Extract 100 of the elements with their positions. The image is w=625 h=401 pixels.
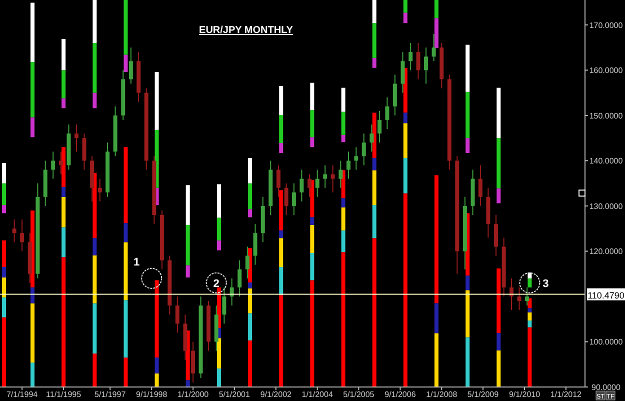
x-tick-label: 9/1/1998 <box>136 390 168 399</box>
bar <box>434 303 438 334</box>
bar <box>154 358 159 374</box>
bar <box>2 240 6 268</box>
candlestick <box>20 219 24 252</box>
bar <box>279 114 284 144</box>
bar <box>310 224 314 254</box>
candlestick <box>238 260 242 297</box>
y-tick-label: 140.0000 <box>589 156 624 166</box>
bar <box>92 354 97 387</box>
bar <box>279 295 284 387</box>
y-tick-label: 100.0000 <box>589 338 624 347</box>
bar <box>62 38 66 70</box>
annotation: 2 <box>213 278 220 290</box>
bar <box>154 72 159 130</box>
bar <box>216 368 221 387</box>
bar <box>466 92 470 138</box>
candlestick <box>478 164 482 206</box>
candlestick <box>245 246 250 279</box>
bar <box>341 252 346 387</box>
candlestick <box>370 124 374 152</box>
candlestick <box>432 33 436 62</box>
bar <box>310 280 314 387</box>
bar <box>496 138 501 188</box>
bar <box>279 86 284 115</box>
candlestick <box>74 124 78 152</box>
annotation: 3 <box>542 278 549 290</box>
candlestick <box>315 169 320 198</box>
bar <box>372 158 376 170</box>
bar <box>248 158 252 184</box>
candlestick <box>346 151 350 180</box>
bar <box>310 137 314 148</box>
bar <box>372 170 376 206</box>
bar <box>528 327 532 387</box>
candlestick <box>292 182 296 216</box>
bar <box>279 238 284 268</box>
candlestick <box>494 214 498 256</box>
bar <box>496 268 501 334</box>
candlestick <box>300 169 304 202</box>
bar <box>403 112 408 124</box>
bar <box>92 255 97 304</box>
x-tick-label: 1/1/2012 <box>550 390 582 399</box>
candlestick <box>98 178 102 202</box>
bar <box>92 92 97 108</box>
bar <box>466 44 470 92</box>
x-tick-label: 5/1/2009 <box>467 390 500 399</box>
candlestick <box>354 146 358 170</box>
bar <box>2 205 6 214</box>
bar <box>341 88 346 112</box>
bar <box>496 350 501 387</box>
bar <box>496 333 501 350</box>
bar <box>403 193 408 387</box>
candlestick <box>222 286 226 324</box>
y-tick-label: 120.0000 <box>589 247 624 256</box>
x-tick-label: 9/1/2002 <box>260 390 292 399</box>
bar <box>403 123 408 158</box>
y-tick-label: 170.0000 <box>589 20 624 30</box>
bar <box>2 297 6 318</box>
y-tick-label: 150.0000 <box>589 111 624 120</box>
bar <box>92 43 97 93</box>
annotation: 1 <box>134 256 140 268</box>
bar <box>310 217 314 225</box>
candlestick <box>175 296 180 334</box>
bar <box>92 303 97 354</box>
candlestick <box>378 110 382 144</box>
candlestick <box>338 160 343 188</box>
candlestick <box>12 219 16 243</box>
bar <box>496 88 501 138</box>
bar <box>216 184 221 218</box>
bar <box>310 253 314 280</box>
candlestick <box>82 133 86 170</box>
bar <box>2 162 6 184</box>
x-tick-label: 5/1/1997 <box>94 390 126 399</box>
bar <box>372 238 376 387</box>
bar <box>2 317 6 387</box>
bar <box>279 230 284 238</box>
bar <box>2 267 6 278</box>
bar <box>434 333 438 387</box>
bar <box>341 198 346 208</box>
bar <box>310 180 314 218</box>
ref-line-label: 110.4790 <box>588 290 624 300</box>
bar <box>341 207 346 230</box>
bar <box>186 224 190 266</box>
bar <box>154 373 159 387</box>
y-tick-label: 130.0000 <box>589 202 624 211</box>
bar <box>434 175 438 304</box>
bar <box>341 112 346 135</box>
bar <box>434 18 438 48</box>
bar <box>216 240 221 250</box>
bar <box>372 23 376 58</box>
bar <box>466 290 470 338</box>
candlestick <box>276 164 280 198</box>
candlestick <box>51 151 56 180</box>
candlestick <box>362 133 366 166</box>
candlestick <box>416 42 420 80</box>
bar <box>528 312 532 320</box>
bar <box>124 0 128 55</box>
x-tick-label: 1/1/2004 <box>302 390 334 399</box>
x-tick-label: 5/1/2005 <box>343 390 375 399</box>
bar <box>2 277 6 298</box>
